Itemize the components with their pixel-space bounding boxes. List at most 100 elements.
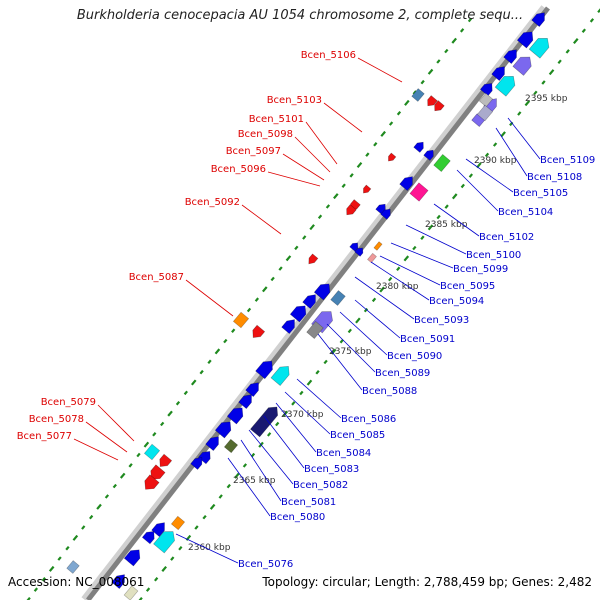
gene-label[interactable]: Bcen_5108: [527, 172, 582, 183]
gc-dash: [436, 214, 441, 220]
kbp-tick-label: 2390 kbp: [474, 156, 517, 166]
forward-gene: [141, 531, 155, 545]
gc-dash: [420, 79, 425, 85]
gene-label[interactable]: Bcen_5080: [270, 512, 325, 523]
gene-label[interactable]: Bcen_5076: [238, 559, 293, 570]
gc-dash: [152, 432, 157, 437]
gc-dash: [460, 183, 465, 189]
gc-dash: [262, 286, 268, 293]
gene-label[interactable]: Bcen_5105: [513, 188, 568, 199]
gene-label[interactable]: Bcen_5097: [226, 146, 281, 157]
gc-dash: [291, 401, 296, 406]
forward-gene: [491, 66, 505, 81]
gene-label[interactable]: Bcen_5088: [362, 386, 417, 397]
gene-label[interactable]: Bcen_5091: [400, 334, 455, 345]
gene-label[interactable]: Bcen_5101: [249, 114, 304, 125]
gene-label[interactable]: Bcen_5086: [341, 414, 396, 425]
gene-label[interactable]: Bcen_5087: [129, 272, 184, 283]
leader-line: [495, 127, 528, 177]
gc-dash: [459, 28, 465, 33]
gene-label[interactable]: Bcen_5083: [304, 464, 359, 475]
leader-line: [227, 457, 271, 517]
gc-dash: [412, 245, 417, 251]
gc-dash: [517, 111, 522, 116]
gc-dash: [597, 8, 600, 14]
leader-line: [379, 255, 441, 286]
gc-dash: [379, 286, 385, 293]
gene-label[interactable]: Bcen_5081: [281, 497, 336, 508]
gc-dash: [333, 193, 339, 200]
leader-line: [433, 203, 480, 237]
gc-dash: [254, 297, 260, 302]
gene-label[interactable]: Bcen_5079: [41, 397, 96, 408]
gc-dash: [484, 152, 490, 158]
gene-label[interactable]: Bcen_5103: [267, 95, 322, 106]
gene-label[interactable]: Bcen_5092: [185, 197, 240, 208]
leader-line: [185, 279, 234, 317]
forward-gene: [494, 76, 516, 97]
gene-label[interactable]: Bcen_5106: [301, 50, 356, 61]
gene-label[interactable]: Bcen_5100: [466, 250, 521, 261]
gc-dash: [81, 525, 86, 530]
gene-label[interactable]: Bcen_5096: [211, 164, 266, 175]
gene-label[interactable]: Bcen_5095: [440, 281, 495, 292]
kbp-tick-label: 2360 kbp: [188, 543, 231, 553]
feature-box: [170, 515, 186, 531]
gene-label[interactable]: Bcen_5093: [414, 315, 469, 326]
gc-dash: [524, 100, 531, 107]
gene-label[interactable]: Bcen_5104: [498, 207, 553, 218]
gene-label[interactable]: Bcen_5094: [429, 296, 484, 307]
gc-dash: [341, 183, 346, 188]
leader-line: [339, 311, 388, 356]
gc-dash: [175, 400, 181, 406]
gc-dash: [573, 38, 579, 45]
reverse-gene: [159, 453, 173, 467]
gc-dash: [104, 494, 110, 499]
kbp-tick-label: 2375 kbp: [329, 347, 372, 357]
gene-label[interactable]: Bcen_5098: [238, 129, 293, 140]
gc-dash: [250, 452, 256, 458]
gene-label[interactable]: Bcen_5102: [479, 232, 534, 243]
feature-box: [409, 182, 429, 202]
gc-dash: [323, 359, 328, 365]
gene-label[interactable]: Bcen_5082: [293, 480, 348, 491]
gc-dash: [242, 463, 248, 468]
gene-label[interactable]: Bcen_5089: [375, 368, 430, 379]
forward-gene: [512, 56, 532, 76]
gene-label[interactable]: Bcen_5090: [387, 351, 442, 362]
reverse-gene: [144, 474, 160, 490]
gene-label[interactable]: Bcen_5077: [17, 431, 72, 442]
gc-dash: [160, 421, 165, 427]
leader-line: [85, 421, 128, 453]
forward-gene: [302, 294, 316, 309]
gc-dash: [420, 235, 425, 240]
forward-gene: [503, 49, 517, 64]
gc-dash: [347, 328, 352, 334]
forward-gene: [281, 319, 295, 334]
feature-box: [330, 290, 346, 306]
gc-dash: [89, 514, 94, 520]
leader-line: [275, 402, 317, 453]
leader-line: [507, 117, 541, 160]
gc-dash: [306, 379, 313, 386]
forward-gene: [123, 549, 141, 567]
forward-gene: [413, 141, 424, 153]
gc-dash: [363, 307, 369, 313]
gc-dash: [218, 494, 223, 499]
gc-dash: [317, 214, 323, 220]
gc-dash: [325, 204, 331, 209]
gene-label[interactable]: Bcen_5078: [29, 414, 84, 425]
gc-dash: [581, 28, 586, 33]
forward-gene: [380, 208, 391, 220]
gene-label[interactable]: Bcen_5099: [453, 264, 508, 275]
gc-dash: [72, 534, 79, 541]
gc-dash: [467, 17, 473, 23]
gc-dash: [57, 556, 62, 561]
gene-label[interactable]: Bcen_5085: [330, 430, 385, 441]
leader-line: [296, 378, 342, 419]
gene-label[interactable]: Bcen_5109: [540, 155, 595, 166]
forward-gene: [423, 149, 434, 161]
gc-dash: [190, 379, 197, 386]
leader-line: [73, 438, 119, 461]
gene-label[interactable]: Bcen_5084: [316, 448, 371, 459]
